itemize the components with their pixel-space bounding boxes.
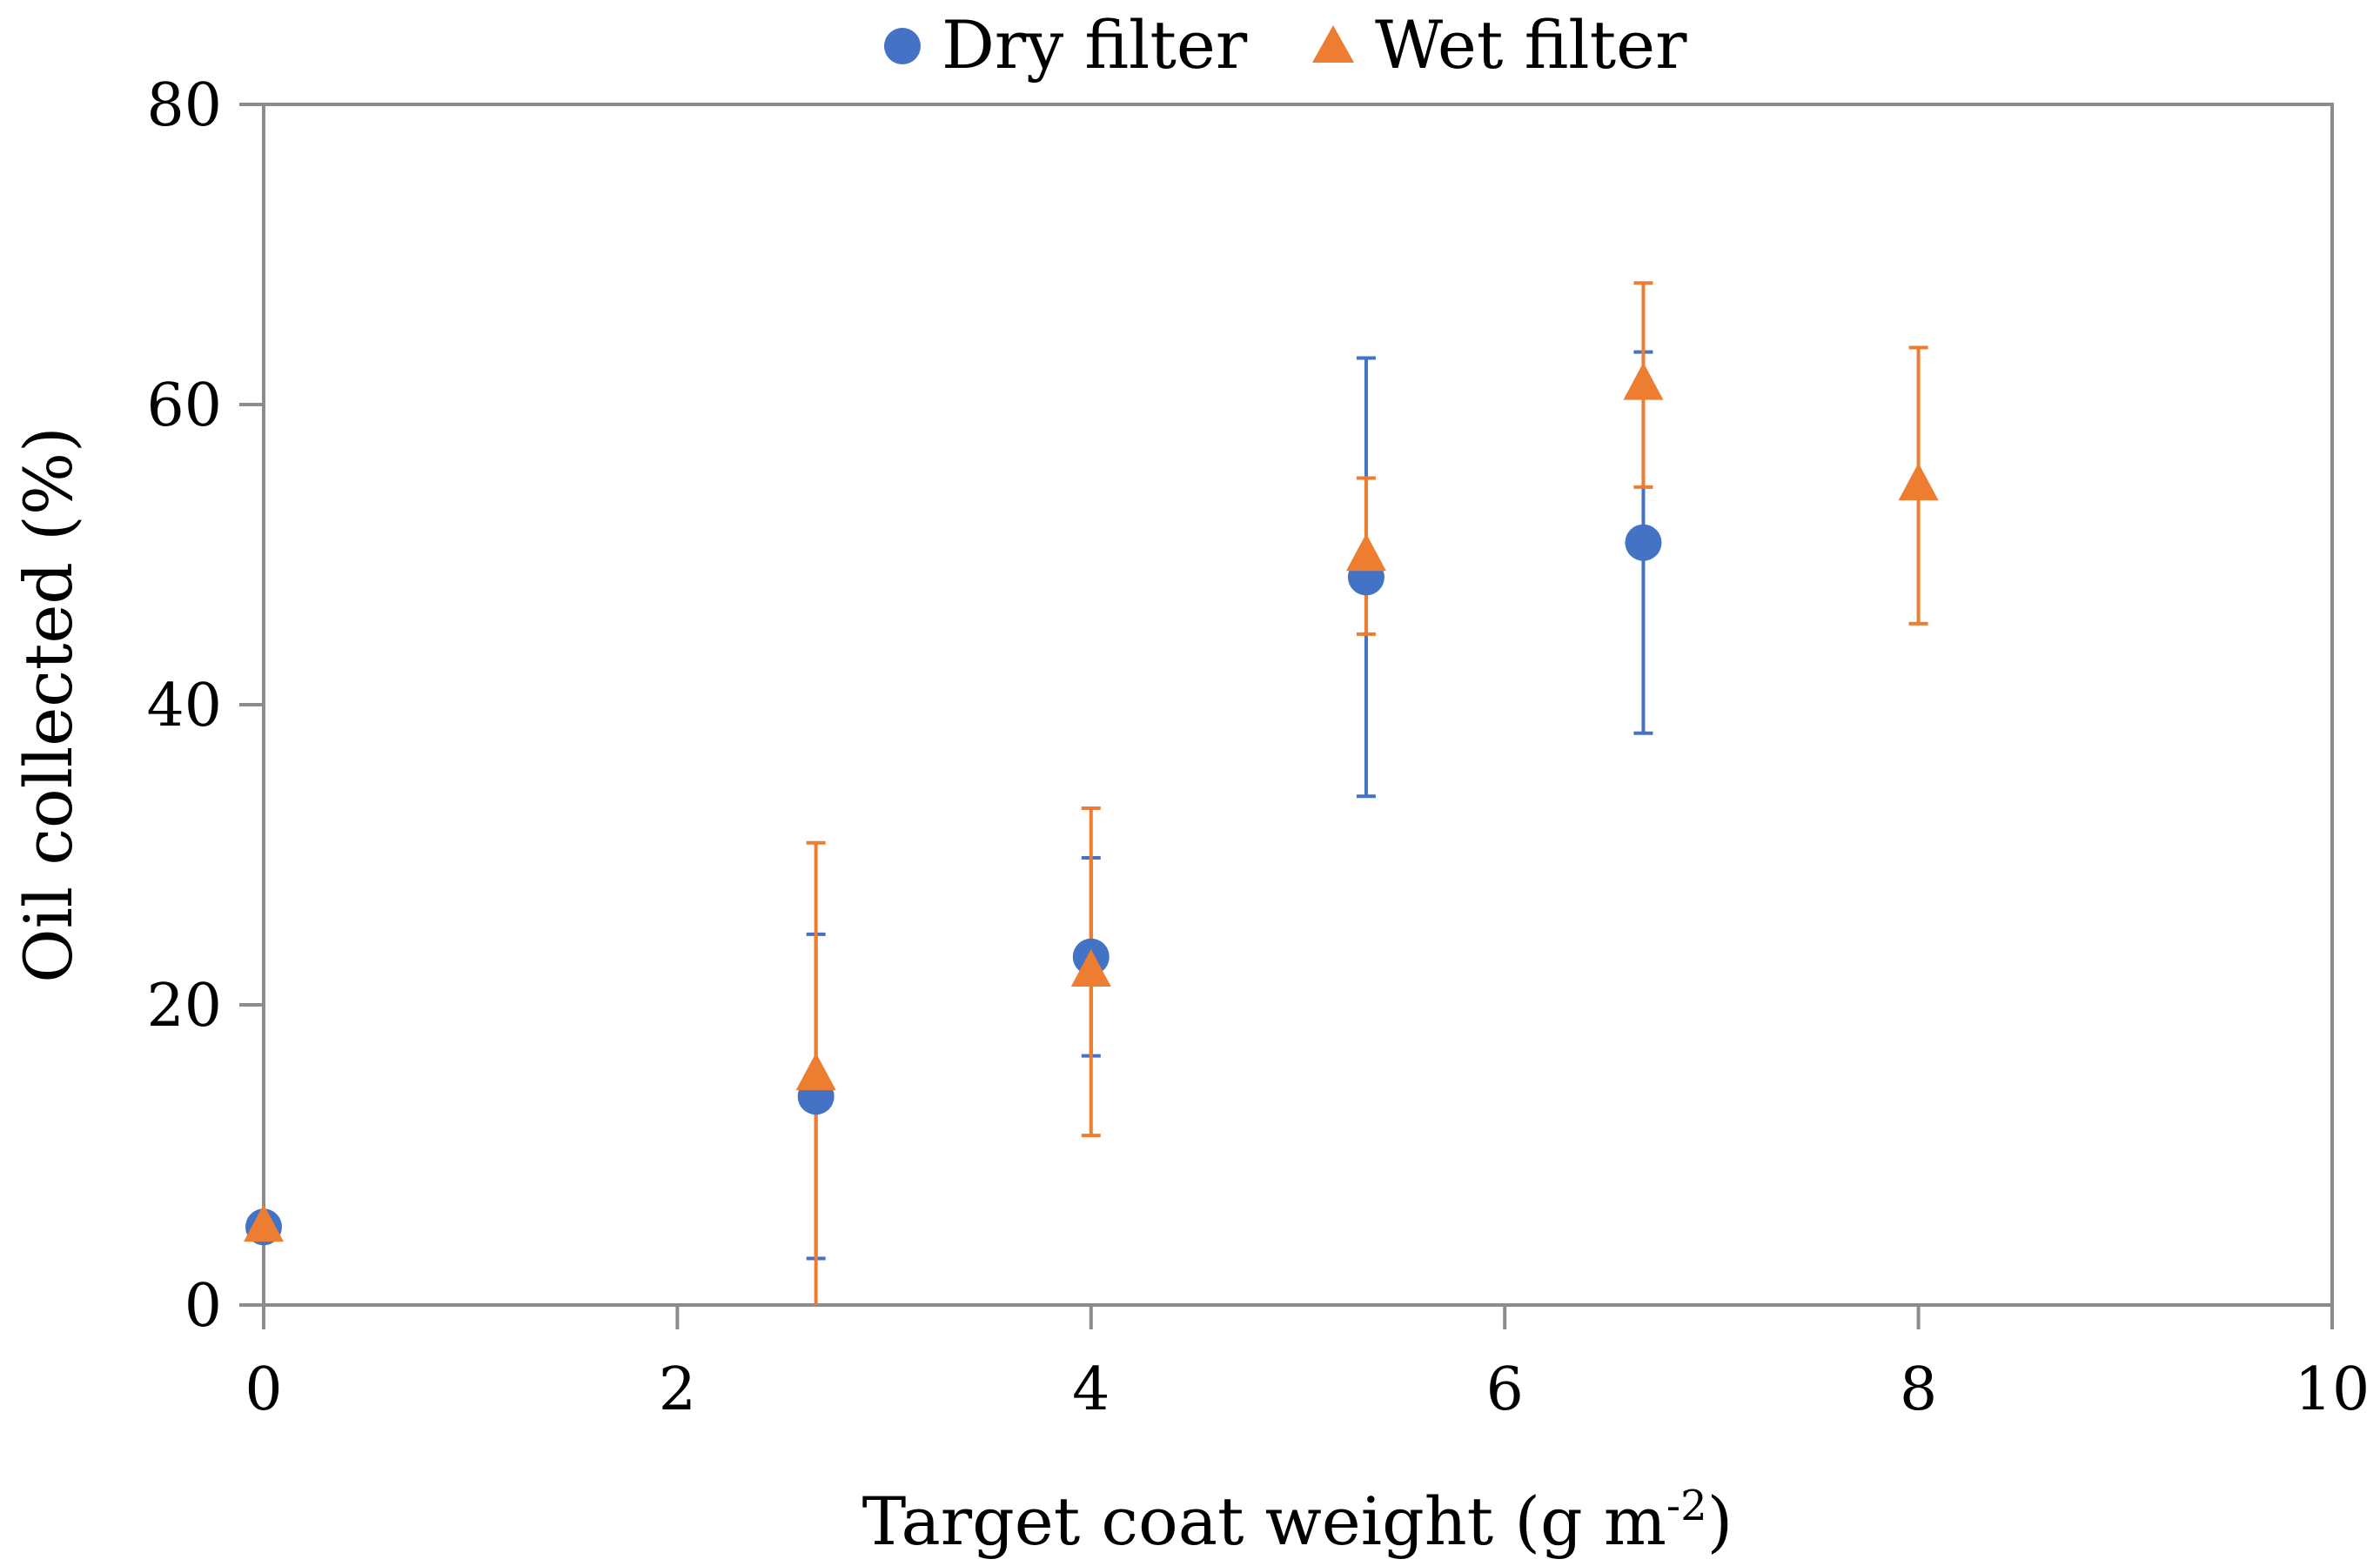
x-tick-label: 0 — [245, 1355, 282, 1424]
point-wet-filter — [1623, 362, 1664, 400]
y-tick-labels: 0 20 40 60 80 — [146, 71, 222, 1341]
axis-ticks — [239, 103, 2334, 1329]
point-wet-filter — [244, 1204, 284, 1242]
x-tick-label: 10 — [2295, 1355, 2370, 1424]
legend-marker-dry-filter — [884, 28, 921, 64]
legend-marker-wet-filter — [1312, 25, 1354, 63]
point-wet-filter — [1898, 463, 1939, 501]
y-tick-label: 20 — [146, 972, 222, 1041]
y-tick-label: 60 — [146, 371, 222, 440]
point-wet-filter — [1345, 533, 1386, 572]
point-wet-filter — [1070, 949, 1111, 987]
point-wet-filter — [795, 1053, 836, 1091]
data-markers — [244, 362, 1939, 1246]
x-tick-label: 8 — [1900, 1355, 1937, 1424]
y-tick-label: 0 — [184, 1272, 222, 1341]
legend: Dry filter Wet filter — [884, 6, 1687, 84]
x-tick-labels: 0 2 4 6 8 10 — [245, 1355, 2370, 1424]
plot-frame — [262, 103, 2334, 1307]
x-axis-title: Target coat weight (g m-2) — [862, 1482, 1733, 1560]
legend-label-wet-filter: Wet filter — [1375, 6, 1687, 84]
legend-label-dry-filter: Dry filter — [942, 6, 1248, 84]
x-tick-label: 2 — [659, 1355, 696, 1424]
y-tick-label: 40 — [146, 672, 222, 740]
y-tick-label: 80 — [146, 71, 222, 140]
y-axis-title: Oil collected (%) — [10, 426, 87, 982]
point-dry-filter — [1625, 524, 1662, 561]
x-tick-label: 4 — [1072, 1355, 1110, 1424]
error-bars — [806, 281, 1928, 1305]
x-tick-label: 6 — [1486, 1355, 1524, 1424]
